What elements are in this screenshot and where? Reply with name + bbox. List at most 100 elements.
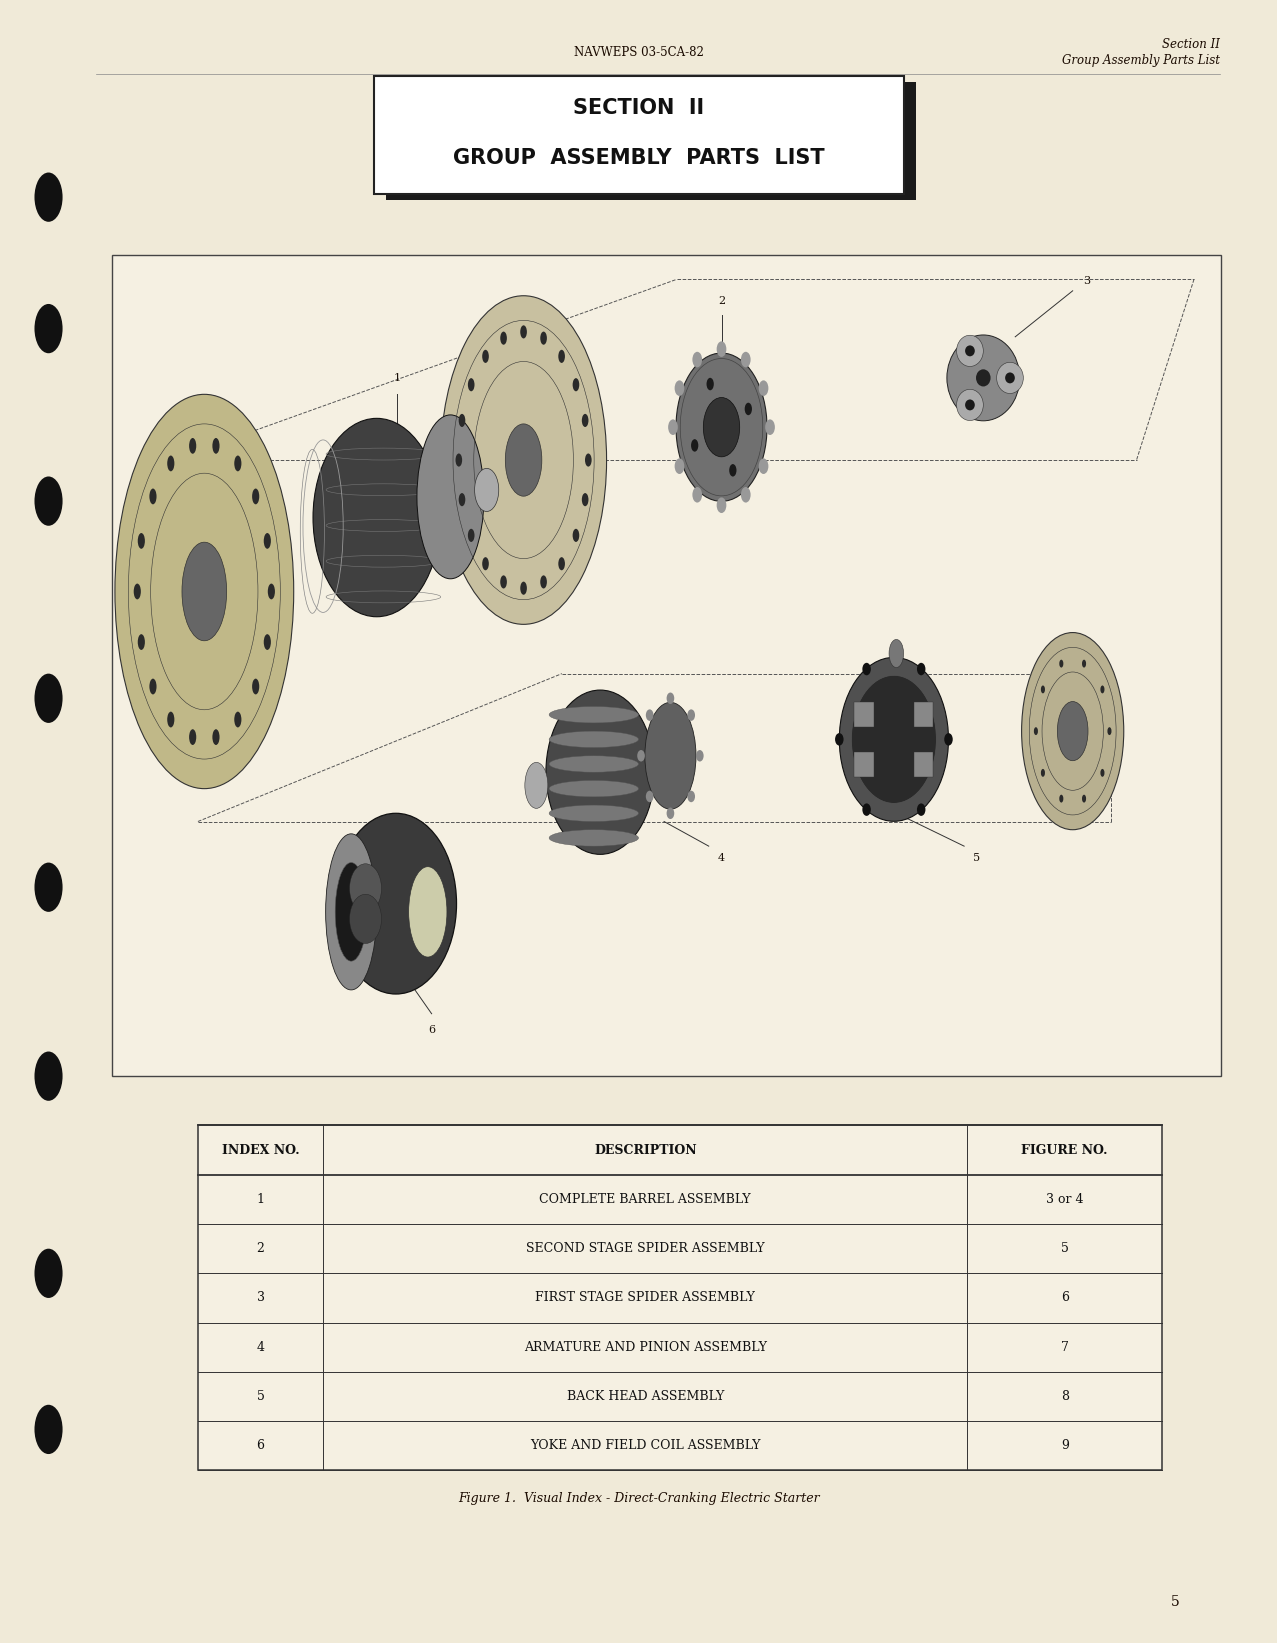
Bar xyxy=(386,82,916,200)
Ellipse shape xyxy=(501,332,507,345)
Ellipse shape xyxy=(956,389,983,421)
Text: 7: 7 xyxy=(1061,1341,1069,1354)
Ellipse shape xyxy=(441,296,607,624)
Ellipse shape xyxy=(852,675,936,803)
Ellipse shape xyxy=(687,710,695,721)
Ellipse shape xyxy=(862,803,871,817)
Ellipse shape xyxy=(835,733,844,746)
Ellipse shape xyxy=(691,439,699,452)
Text: Group Assembly Parts List: Group Assembly Parts List xyxy=(1061,54,1220,67)
Ellipse shape xyxy=(268,583,275,600)
Ellipse shape xyxy=(34,1405,63,1454)
Text: 1: 1 xyxy=(257,1193,264,1206)
Text: 5: 5 xyxy=(973,853,981,863)
Ellipse shape xyxy=(134,583,140,600)
Text: YOKE AND FIELD COIL ASSEMBLY: YOKE AND FIELD COIL ASSEMBLY xyxy=(530,1439,761,1452)
Ellipse shape xyxy=(326,835,377,989)
Ellipse shape xyxy=(410,894,442,943)
Text: 4: 4 xyxy=(718,853,725,863)
Ellipse shape xyxy=(948,335,1020,421)
Ellipse shape xyxy=(839,657,949,822)
Ellipse shape xyxy=(729,463,737,476)
Ellipse shape xyxy=(976,370,991,386)
Ellipse shape xyxy=(34,304,63,353)
Ellipse shape xyxy=(467,378,475,391)
Ellipse shape xyxy=(716,342,727,357)
Ellipse shape xyxy=(252,679,259,695)
Text: 5: 5 xyxy=(257,1390,264,1403)
Ellipse shape xyxy=(138,532,144,549)
Ellipse shape xyxy=(572,529,580,542)
Text: SECOND STAGE SPIDER ASSEMBLY: SECOND STAGE SPIDER ASSEMBLY xyxy=(526,1242,765,1255)
Ellipse shape xyxy=(1022,633,1124,830)
Text: 6: 6 xyxy=(428,1025,435,1035)
Text: 5: 5 xyxy=(1061,1242,1069,1255)
Ellipse shape xyxy=(759,380,769,396)
Ellipse shape xyxy=(335,863,368,961)
Ellipse shape xyxy=(264,634,271,651)
Ellipse shape xyxy=(1057,702,1088,761)
Ellipse shape xyxy=(1082,660,1085,667)
Ellipse shape xyxy=(1041,769,1045,777)
Ellipse shape xyxy=(692,486,702,503)
Ellipse shape xyxy=(645,703,696,810)
Ellipse shape xyxy=(475,468,499,511)
Ellipse shape xyxy=(467,529,475,542)
Ellipse shape xyxy=(458,493,465,506)
Ellipse shape xyxy=(667,807,674,818)
Ellipse shape xyxy=(545,690,654,854)
Ellipse shape xyxy=(716,498,727,513)
Ellipse shape xyxy=(416,416,484,578)
Text: 9: 9 xyxy=(1061,1439,1069,1452)
Text: BACK HEAD ASSEMBLY: BACK HEAD ASSEMBLY xyxy=(567,1390,724,1403)
Text: FIGURE NO.: FIGURE NO. xyxy=(1022,1144,1108,1157)
Ellipse shape xyxy=(149,488,157,504)
Ellipse shape xyxy=(668,419,678,435)
Text: DESCRIPTION: DESCRIPTION xyxy=(594,1144,697,1157)
Ellipse shape xyxy=(458,414,465,427)
Ellipse shape xyxy=(917,803,926,817)
Ellipse shape xyxy=(558,557,564,570)
Ellipse shape xyxy=(335,813,457,994)
Ellipse shape xyxy=(456,453,462,467)
Ellipse shape xyxy=(234,711,241,728)
Ellipse shape xyxy=(965,345,974,357)
Ellipse shape xyxy=(582,493,589,506)
Ellipse shape xyxy=(34,173,63,222)
Ellipse shape xyxy=(1034,728,1038,734)
Ellipse shape xyxy=(741,352,751,368)
Ellipse shape xyxy=(674,458,684,473)
Bar xyxy=(854,751,873,777)
Ellipse shape xyxy=(687,790,695,802)
Ellipse shape xyxy=(506,424,541,496)
Ellipse shape xyxy=(252,488,259,504)
Ellipse shape xyxy=(549,731,638,748)
Ellipse shape xyxy=(34,476,63,526)
Text: INDEX NO.: INDEX NO. xyxy=(222,1144,299,1157)
Text: 3: 3 xyxy=(257,1291,264,1305)
Text: 2: 2 xyxy=(718,296,725,306)
Bar xyxy=(112,255,1221,1076)
Ellipse shape xyxy=(1060,660,1064,667)
Text: 2: 2 xyxy=(257,1242,264,1255)
Text: 1: 1 xyxy=(393,373,401,383)
Ellipse shape xyxy=(234,455,241,472)
Text: FIRST STAGE SPIDER ASSEMBLY: FIRST STAGE SPIDER ASSEMBLY xyxy=(535,1291,755,1305)
Ellipse shape xyxy=(646,710,654,721)
Text: Section II: Section II xyxy=(1162,38,1220,51)
Ellipse shape xyxy=(585,453,591,467)
Bar xyxy=(374,76,904,194)
Ellipse shape xyxy=(313,419,441,616)
Ellipse shape xyxy=(917,662,926,675)
Ellipse shape xyxy=(944,733,953,746)
Ellipse shape xyxy=(741,486,751,503)
Ellipse shape xyxy=(181,542,227,641)
Ellipse shape xyxy=(409,868,447,956)
Ellipse shape xyxy=(350,894,382,943)
Ellipse shape xyxy=(501,575,507,588)
Text: 3 or 4: 3 or 4 xyxy=(1046,1193,1083,1206)
Ellipse shape xyxy=(264,532,271,549)
Ellipse shape xyxy=(549,706,638,723)
Text: ARMATURE AND PINION ASSEMBLY: ARMATURE AND PINION ASSEMBLY xyxy=(524,1341,766,1354)
Ellipse shape xyxy=(704,398,739,457)
